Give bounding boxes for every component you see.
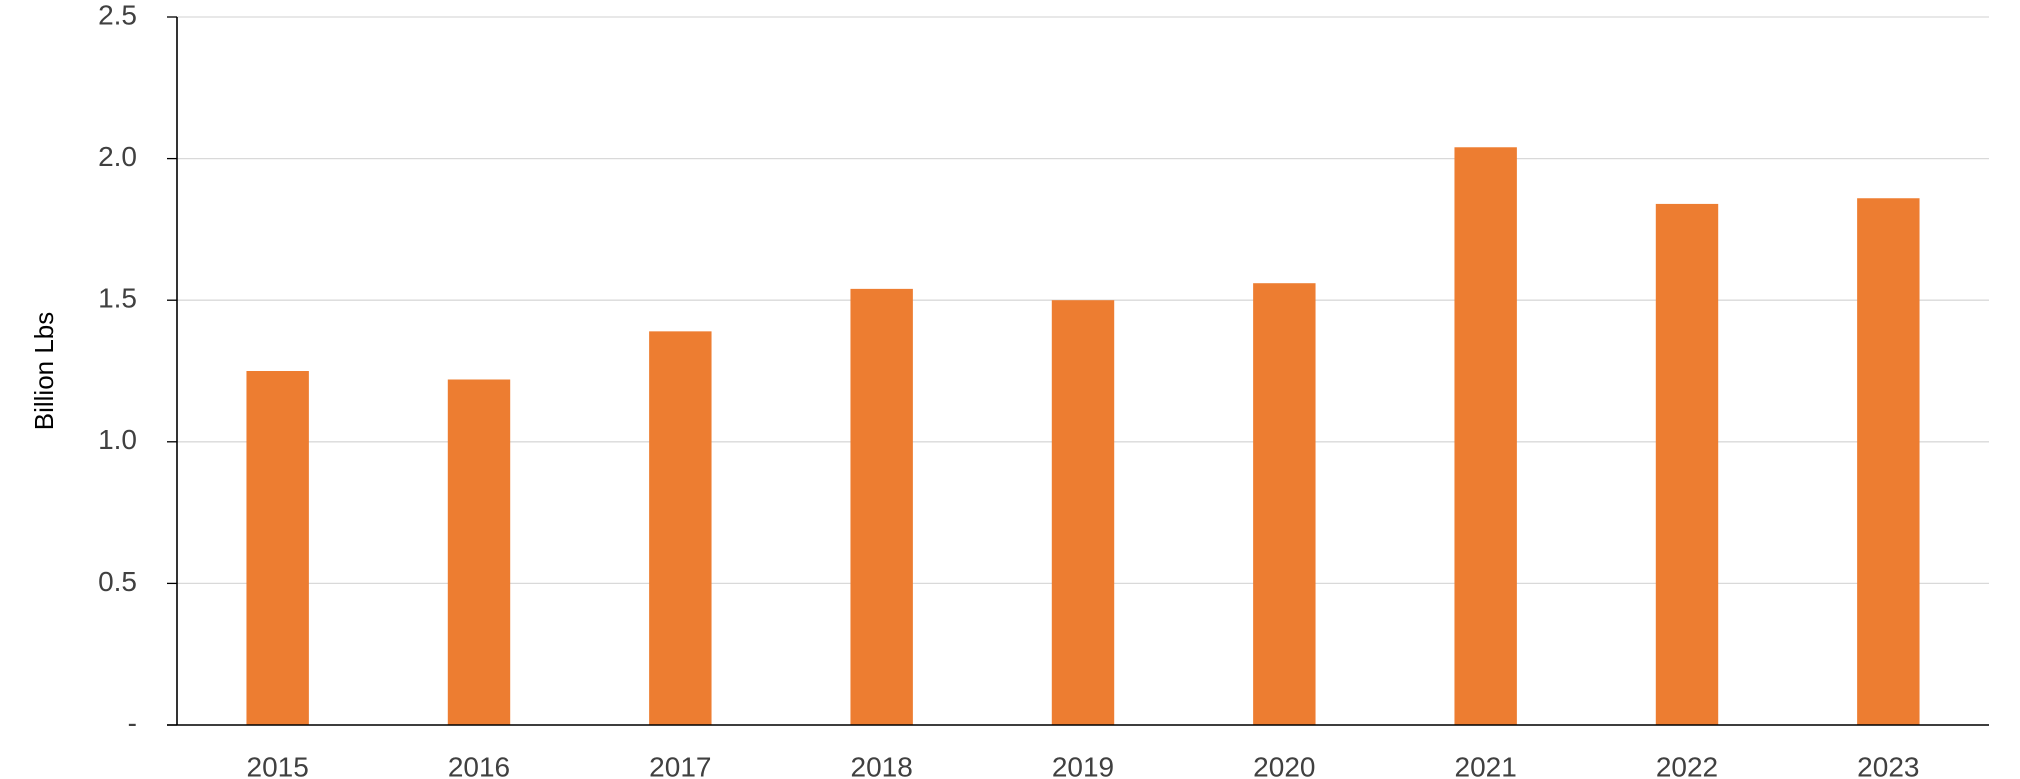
bar [246,371,309,725]
bar [1454,147,1517,726]
bar [1655,203,1719,726]
y-tick-label: 2.0 [98,141,137,172]
bar [850,288,913,725]
y-tick-label: 0.5 [98,566,137,597]
y-tick-label: - [128,707,137,738]
x-tick-label: 2020 [1253,751,1315,779]
bar [447,379,511,725]
x-tick-label: 2017 [649,751,711,779]
bar [1253,283,1316,725]
y-axis-title: Billion Lbs [29,312,59,431]
x-tick-label: 2021 [1455,751,1517,779]
bar [649,331,712,725]
x-tick-label: 2016 [448,751,510,779]
x-tick-label: 2022 [1656,751,1718,779]
x-tick-label: 2019 [1052,751,1114,779]
bar [1857,198,1920,726]
y-tick-label: 1.5 [98,283,137,314]
bar [1051,300,1115,725]
y-tick-label: 2.5 [98,0,137,30]
x-tick-label: 2023 [1857,751,1919,779]
y-tick-label: 1.0 [98,424,137,455]
x-tick-label: 2018 [851,751,913,779]
x-tick-label: 2015 [247,751,309,779]
